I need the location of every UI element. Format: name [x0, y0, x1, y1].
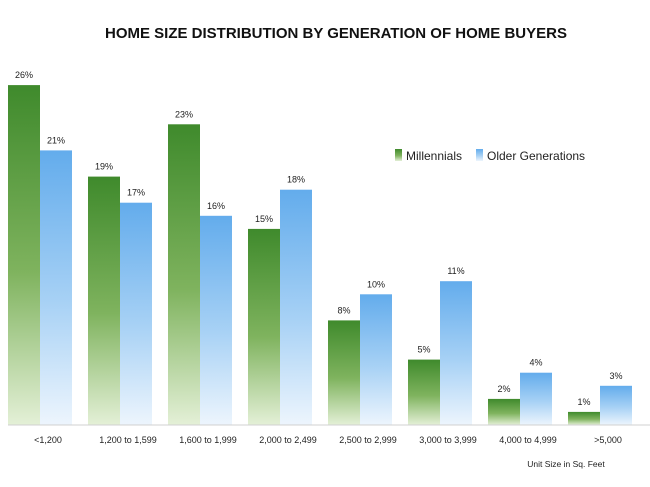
x-tick-label-4-000-to-4-999: 4,000 to 4,999 [499, 435, 557, 445]
bar-millennials-1-600-to-1-999 [168, 124, 200, 426]
data-label-millennials-5-000: 1% [577, 397, 590, 407]
data-label-older-generations-1-200-to-1-599: 17% [127, 188, 145, 198]
data-label-millennials-2-000-to-2-499: 15% [255, 214, 273, 224]
data-label-millennials-1-600-to-1-999: 23% [175, 109, 193, 119]
chart-title: HOME SIZE DISTRIBUTION BY GENERATION OF … [105, 25, 567, 42]
x-axis-title: Unit Size in Sq. Feet [527, 459, 605, 469]
data-label-older-generations-1-200: 21% [47, 135, 65, 145]
legend: Millennials Older Generations [395, 149, 585, 163]
bar-older-generations-3-000-to-3-999 [440, 281, 472, 425]
bar-millennials-3-000-to-3-999 [408, 359, 440, 425]
legend-swatch-older-generations [476, 149, 483, 161]
bars-group [8, 85, 632, 426]
data-label-millennials-1-200-to-1-599: 19% [95, 162, 113, 172]
x-tick-label-5-000: >5,000 [594, 435, 622, 445]
x-tick-label-1-200: <1,200 [34, 435, 62, 445]
data-label-older-generations-1-600-to-1-999: 16% [207, 201, 225, 211]
x-tick-label-2-000-to-2-499: 2,000 to 2,499 [259, 435, 317, 445]
bar-millennials-5-000 [568, 411, 600, 425]
data-label-older-generations-5-000: 3% [609, 371, 622, 381]
x-tick-label-1-200-to-1-599: 1,200 to 1,599 [99, 435, 157, 445]
bar-older-generations-2-000-to-2-499 [280, 189, 312, 425]
bar-older-generations-5-000 [600, 385, 632, 425]
data-label-older-generations-4-000-to-4-999: 4% [529, 358, 542, 368]
bar-older-generations-1-200 [40, 150, 72, 425]
bar-millennials-2-500-to-2-999 [328, 320, 360, 425]
data-label-older-generations-2-000-to-2-499: 18% [287, 175, 305, 185]
bar-millennials-2-000-to-2-499 [248, 228, 280, 425]
bar-older-generations-1-600-to-1-999 [200, 215, 232, 425]
bar-millennials-4-000-to-4-999 [488, 398, 520, 425]
data-label-millennials-3-000-to-3-999: 5% [417, 345, 430, 355]
bar-millennials-1-200 [8, 85, 40, 425]
data-label-older-generations-2-500-to-2-999: 10% [367, 279, 385, 289]
data-label-millennials-4-000-to-4-999: 2% [497, 384, 510, 394]
data-label-older-generations-3-000-to-3-999: 11% [447, 266, 464, 276]
data-label-millennials-2-500-to-2-999: 8% [337, 305, 350, 315]
bar-older-generations-4-000-to-4-999 [520, 372, 552, 425]
x-tick-label-3-000-to-3-999: 3,000 to 3,999 [419, 435, 477, 445]
data-labels-group: 26% 21% 19% 17% 23% 16% 15% 18% 8% 10% 5% 11% 2% 4% 1%… [15, 70, 623, 407]
x-tick-label-2-500-to-2-999: 2,500 to 2,999 [339, 435, 397, 445]
x-tick-label-1-600-to-1-999: 1,600 to 1,999 [179, 435, 237, 445]
bar-millennials-1-200-to-1-599 [88, 176, 120, 425]
legend-label-older-generations: Older Generations [487, 149, 585, 163]
legend-label-millennials: Millennials [406, 149, 462, 163]
bar-older-generations-2-500-to-2-999 [360, 294, 392, 425]
bar-older-generations-1-200-to-1-599 [120, 202, 152, 425]
data-label-millennials-1-200: 26% [15, 70, 33, 80]
legend-swatch-millennials [395, 149, 402, 161]
x-tick-labels-group: <1,200 1,200 to 1,599 1,600 to 1,999 2,000 … [34, 435, 622, 445]
